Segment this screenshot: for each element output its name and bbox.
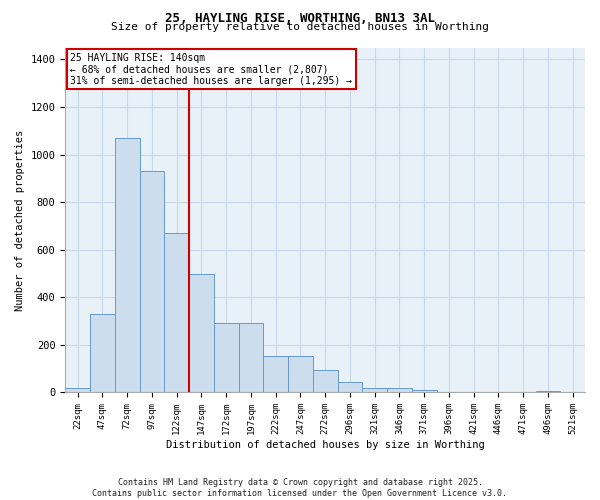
Text: 25, HAYLING RISE, WORTHING, BN13 3AL: 25, HAYLING RISE, WORTHING, BN13 3AL [165,12,435,26]
Bar [239,324,263,392]
Bar [412,390,437,392]
Bar [536,390,560,392]
Text: Contains HM Land Registry data © Crown copyright and database right 2025.
Contai: Contains HM Land Registry data © Crown c… [92,478,508,498]
Bar [90,314,115,392]
Bar [263,356,288,393]
Bar [189,274,214,392]
Text: 25 HAYLING RISE: 140sqm
← 68% of detached houses are smaller (2,807)
31% of semi: 25 HAYLING RISE: 140sqm ← 68% of detache… [70,52,352,86]
Bar [362,388,387,392]
Bar [288,356,313,393]
Bar [164,233,189,392]
Bar [313,370,338,392]
X-axis label: Distribution of detached houses by size in Worthing: Distribution of detached houses by size … [166,440,485,450]
Bar [140,171,164,392]
Bar [387,388,412,392]
Bar [65,388,90,392]
Y-axis label: Number of detached properties: Number of detached properties [15,130,25,310]
Bar [214,324,239,392]
Bar [338,382,362,392]
Bar [115,138,140,392]
Text: Size of property relative to detached houses in Worthing: Size of property relative to detached ho… [111,22,489,32]
